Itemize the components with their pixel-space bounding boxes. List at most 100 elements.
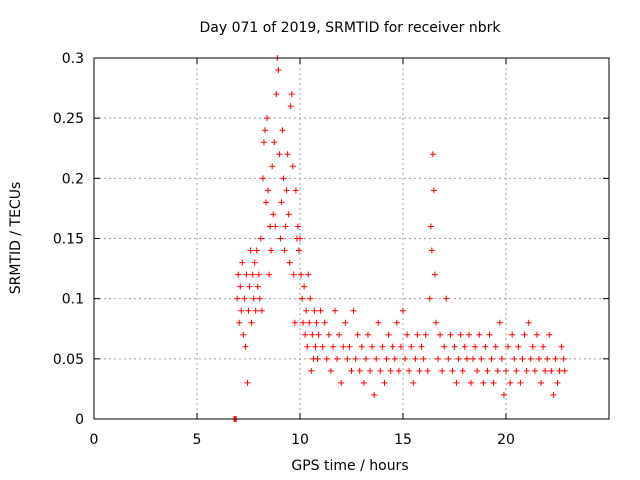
y-tick-label: 0.25 — [53, 111, 84, 127]
data-point — [273, 91, 280, 98]
data-point — [447, 331, 454, 338]
data-point — [385, 331, 392, 338]
data-point — [383, 355, 390, 362]
data-point — [264, 115, 271, 122]
data-point — [256, 295, 263, 302]
data-point — [271, 139, 278, 146]
data-point — [285, 211, 292, 218]
data-point — [299, 295, 306, 302]
data-point — [340, 343, 347, 350]
x-tick-label: 5 — [193, 432, 202, 448]
data-point — [243, 271, 250, 278]
data-point — [445, 355, 452, 362]
data-point — [478, 355, 485, 362]
data-point — [289, 163, 296, 170]
y-tick-label: 0.2 — [62, 171, 84, 187]
data-point — [277, 235, 284, 242]
data-point — [364, 331, 371, 338]
data-point — [397, 343, 404, 350]
data-point — [290, 271, 297, 278]
data-point — [248, 319, 255, 326]
data-point — [288, 91, 295, 98]
data-point — [308, 367, 315, 374]
data-point — [505, 343, 512, 350]
data-point — [513, 367, 520, 374]
data-point — [503, 367, 509, 374]
data-point — [302, 331, 309, 338]
data-point — [465, 331, 472, 338]
data-point — [238, 307, 245, 314]
data-point — [344, 355, 351, 362]
data-point — [358, 343, 365, 350]
data-point — [319, 343, 326, 350]
data-point — [263, 199, 270, 206]
data-point — [496, 319, 503, 326]
data-point — [453, 379, 460, 386]
data-point — [480, 379, 487, 386]
data-point — [548, 367, 555, 374]
y-tick-label: 0.05 — [53, 352, 84, 368]
data-point — [455, 355, 462, 362]
data-point — [428, 247, 435, 254]
data-point — [250, 295, 257, 302]
data-point — [538, 379, 545, 386]
data-point — [395, 367, 402, 374]
data-point — [490, 379, 497, 386]
data-point — [560, 355, 567, 362]
data-point — [457, 331, 464, 338]
data-point — [422, 331, 429, 338]
data-point — [352, 355, 359, 362]
data-point — [408, 343, 415, 350]
data-point — [234, 295, 241, 302]
data-point — [287, 103, 294, 110]
data-point — [261, 127, 268, 134]
ticks — [93, 57, 609, 420]
data-point — [280, 175, 287, 182]
data-point — [558, 343, 565, 350]
data-point — [441, 343, 448, 350]
data-point — [255, 271, 262, 278]
data-point — [298, 271, 305, 278]
data-point — [554, 379, 561, 386]
data-point — [268, 247, 275, 254]
data-point — [314, 355, 321, 362]
data-point — [313, 319, 320, 326]
data-point — [525, 319, 532, 326]
data-point — [432, 319, 439, 326]
data-point — [240, 331, 247, 338]
data-point — [317, 307, 324, 314]
data-point — [297, 235, 303, 242]
data-point — [279, 127, 286, 134]
data-point — [461, 343, 468, 350]
data-point — [546, 331, 553, 338]
data-point — [527, 355, 534, 362]
data-point — [321, 319, 328, 326]
data-point — [507, 379, 514, 386]
data-point — [239, 259, 246, 266]
data-point — [429, 151, 436, 158]
data-point — [430, 187, 437, 194]
data-point — [369, 343, 376, 350]
data-point — [259, 175, 266, 182]
data-point — [294, 223, 301, 230]
data-point — [307, 295, 314, 302]
data-point — [511, 355, 518, 362]
data-point — [278, 199, 285, 206]
data-point — [542, 367, 549, 374]
y-tick-label: 0.3 — [62, 51, 84, 67]
data-point — [494, 367, 501, 374]
data-point — [325, 331, 332, 338]
data-point — [381, 379, 388, 386]
data-point — [412, 355, 419, 362]
data-point — [387, 367, 394, 374]
data-point — [309, 331, 316, 338]
data-point — [426, 295, 433, 302]
data-point — [315, 331, 322, 338]
data-point — [276, 151, 283, 158]
data-point — [323, 355, 330, 362]
data-point — [266, 271, 273, 278]
data-point — [338, 379, 345, 386]
x-tick-label: 20 — [497, 432, 515, 448]
data-point — [515, 343, 522, 350]
